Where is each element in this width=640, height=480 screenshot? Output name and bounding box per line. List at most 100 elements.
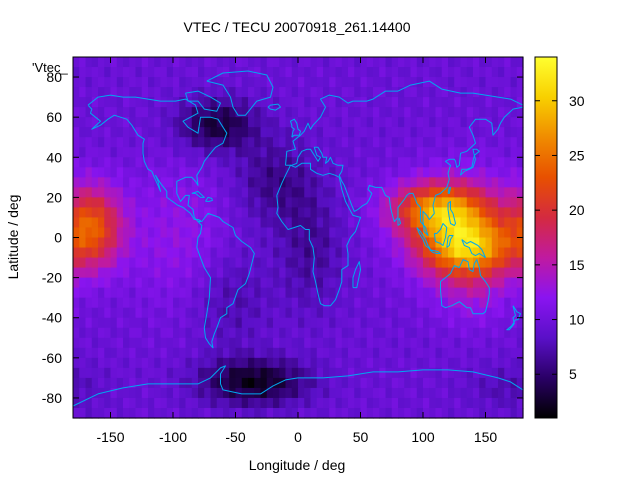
heatmap-cell (485, 257, 493, 269)
heatmap-cell (79, 297, 87, 309)
heatmap-cell (304, 107, 312, 118)
heatmap-cell (266, 117, 274, 128)
heatmap-cell (173, 77, 180, 88)
heatmap-cell (479, 257, 487, 269)
heatmap-cell (466, 317, 474, 329)
heatmap-cell (185, 407, 193, 419)
heatmap-cell (254, 107, 262, 118)
heatmap-cell (398, 317, 405, 329)
heatmap-cell (323, 227, 330, 239)
heatmap-cell (273, 117, 280, 128)
heatmap-cell (498, 357, 505, 369)
heatmap-cell (429, 287, 437, 299)
heatmap-cell (335, 167, 343, 178)
heatmap-cell (441, 177, 449, 188)
heatmap-cell (379, 257, 387, 269)
heatmap-cell (479, 307, 487, 319)
heatmap-cell (260, 247, 268, 259)
heatmap-cell (266, 197, 274, 209)
heatmap-cell (123, 167, 130, 178)
heatmap-cell (160, 247, 168, 259)
heatmap-cell (166, 67, 174, 78)
heatmap-cell (410, 397, 418, 409)
heatmap-cell (335, 177, 343, 188)
heatmap-cell (329, 77, 337, 88)
heatmap-cell (210, 127, 218, 138)
heatmap-cell (379, 97, 387, 108)
heatmap-cell (160, 217, 168, 229)
heatmap-cell (173, 337, 180, 349)
heatmap-cell (423, 397, 430, 409)
heatmap-cell (191, 407, 199, 419)
heatmap-cell (354, 67, 362, 78)
heatmap-cell (373, 387, 380, 399)
heatmap-cell (254, 137, 262, 148)
heatmap-cell (279, 147, 287, 158)
heatmap-cell (516, 177, 524, 188)
heatmap-cell (285, 337, 293, 349)
heatmap-cell (260, 377, 268, 389)
heatmap-cell (179, 367, 187, 379)
heatmap-cell (91, 297, 99, 309)
heatmap-cell (473, 117, 480, 128)
heatmap-cell (448, 307, 455, 319)
heatmap-cell (185, 357, 193, 369)
heatmap-cell (304, 167, 312, 178)
heatmap-cell (116, 127, 124, 138)
heatmap-cell (173, 87, 180, 98)
heatmap-cell (404, 347, 412, 359)
heatmap-cell (123, 357, 130, 369)
heatmap-cell (148, 307, 155, 319)
heatmap-cell (423, 177, 430, 188)
heatmap-cell (398, 377, 405, 389)
heatmap-cell (104, 317, 112, 329)
heatmap-cell (173, 387, 180, 399)
heatmap-cell (191, 377, 199, 389)
heatmap-cell (466, 167, 474, 178)
heatmap-cell (235, 337, 243, 349)
heatmap-cell (516, 357, 524, 369)
heatmap-cell (79, 247, 87, 259)
heatmap-cell (304, 277, 312, 289)
heatmap-cell (460, 227, 468, 239)
heatmap-cell (79, 207, 87, 219)
heatmap-cell (166, 327, 174, 339)
heatmap-cell (141, 207, 149, 219)
heatmap-cell (85, 387, 93, 399)
heatmap-cell (416, 387, 424, 399)
heatmap-cell (279, 177, 287, 188)
heatmap-cell (285, 257, 293, 269)
heatmap-cell (129, 277, 137, 289)
heatmap-cell (98, 157, 105, 168)
heatmap-cell (379, 77, 387, 88)
heatmap-cell (210, 247, 218, 259)
heatmap-cell (410, 117, 418, 128)
heatmap-cell (216, 287, 224, 299)
heatmap-cell (198, 177, 205, 188)
heatmap-cell (441, 97, 449, 108)
heatmap-cell (360, 237, 368, 249)
heatmap-cell (116, 347, 124, 359)
heatmap-cell (104, 217, 112, 229)
heatmap-cell (304, 197, 312, 209)
heatmap-cell (73, 87, 80, 98)
heatmap-cell (298, 227, 305, 239)
heatmap-cell (323, 377, 330, 389)
heatmap-cell (416, 277, 424, 289)
heatmap-cell (129, 357, 137, 369)
heatmap-cell (416, 187, 424, 198)
heatmap-cell (335, 237, 343, 249)
heatmap-cell (398, 367, 405, 379)
heatmap-cell (441, 167, 449, 178)
heatmap-cell (454, 247, 462, 259)
heatmap-cell (173, 327, 180, 339)
heatmap-cell (185, 127, 193, 138)
heatmap-cell (441, 107, 449, 118)
heatmap-cell (154, 177, 162, 188)
heatmap-cell (423, 117, 430, 128)
heatmap-cell (148, 237, 155, 249)
heatmap-cell (273, 77, 280, 88)
heatmap-cell (366, 307, 374, 319)
heatmap-cell (473, 397, 480, 409)
